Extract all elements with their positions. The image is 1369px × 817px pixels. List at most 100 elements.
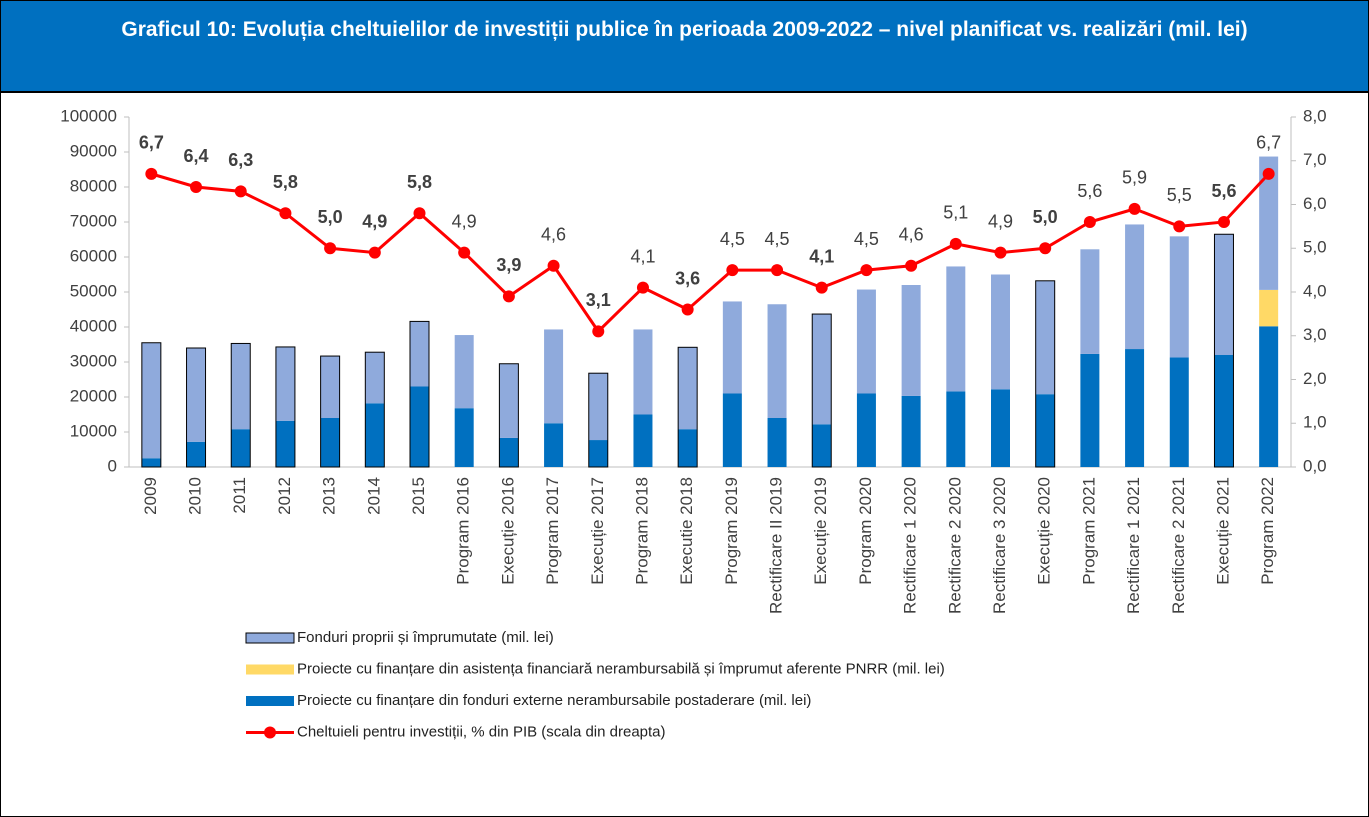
bar-segment (633, 414, 653, 467)
y-tick-label: 20000 (70, 386, 117, 405)
bar-segment (1125, 349, 1145, 467)
line-marker (681, 303, 694, 316)
x-tick-label: 2009 (141, 477, 160, 515)
legend-label: Fonduri proprii și împrumutate (mil. lei… (297, 629, 554, 646)
line-marker (1128, 202, 1141, 215)
y-tick-label: 70000 (70, 211, 117, 230)
bar-segment (1080, 249, 1100, 354)
bar-segment (454, 335, 474, 409)
bar-segment (1125, 224, 1145, 350)
value-label: 5,6 (1077, 181, 1102, 201)
x-tick-label: Program 2018 (632, 477, 651, 585)
legend-swatch (246, 696, 294, 706)
bar-segment (141, 342, 161, 459)
bar-segment (231, 343, 251, 430)
x-tick-label: Execuție 2017 (588, 477, 607, 585)
bar-segment (856, 289, 876, 394)
bar-segment (1259, 326, 1279, 467)
y2-tick-label: 4,0 (1303, 281, 1327, 300)
x-tick-label: Program 2021 (1079, 477, 1098, 585)
bar-segment (544, 423, 564, 467)
line-marker (145, 167, 158, 180)
bar-segment (275, 420, 295, 467)
line-marker (1262, 167, 1275, 180)
bar-segment (991, 389, 1010, 467)
value-label: 4,1 (630, 246, 655, 266)
bar-outline (498, 363, 519, 468)
x-tick-label: Execuție 2021 (1213, 477, 1232, 585)
line-marker (502, 290, 515, 303)
line-marker (234, 185, 247, 198)
bar-segment (1035, 394, 1055, 467)
y2-tick-label: 7,0 (1303, 150, 1327, 169)
bar-outline (230, 342, 251, 468)
value-label: 6,4 (184, 146, 209, 166)
legend-swatch (246, 664, 294, 675)
value-label: 5,0 (318, 207, 343, 227)
bar-segment (946, 391, 966, 467)
value-label: 5,1 (943, 203, 968, 223)
bar-segment (1169, 357, 1189, 467)
line-marker (726, 264, 739, 277)
line-marker (1173, 220, 1186, 233)
line-marker (949, 237, 962, 250)
line-marker (368, 246, 381, 259)
y2-tick-label: 3,0 (1303, 325, 1327, 344)
chart-title: Graficul 10: Evoluția cheltuielilor de i… (1, 1, 1368, 93)
y-tick-label: 50000 (70, 281, 117, 300)
x-tick-label: Rectificare 3 2020 (990, 477, 1009, 614)
bar-outline (811, 313, 832, 468)
bar-segment (812, 314, 832, 425)
bar-segment (499, 437, 519, 467)
bar-segment (141, 458, 161, 467)
x-tick-label: Program 2020 (856, 477, 875, 585)
bar-outline (364, 351, 385, 468)
value-label: 4,5 (765, 229, 790, 249)
bar-segment (633, 329, 653, 415)
y2-tick-label: 1,0 (1303, 413, 1327, 432)
bar-segment (588, 440, 608, 467)
x-tick-label: Execuție 2020 (1035, 477, 1054, 585)
bar-segment (722, 301, 742, 394)
line-marker (413, 207, 426, 220)
legend-swatch (245, 632, 295, 644)
x-tick-label: Executie 2018 (677, 477, 696, 585)
y2-tick-label: 0,0 (1303, 456, 1327, 475)
line-marker (592, 325, 605, 338)
x-tick-label: Rectificare 2 2021 (1169, 477, 1188, 614)
bar-segment (901, 395, 921, 467)
x-tick-label: Rectificare 2 2020 (945, 477, 964, 614)
bar-segment (1214, 355, 1234, 467)
line-marker (190, 181, 203, 193)
x-tick-label: 2015 (409, 477, 428, 515)
bar-outline (141, 342, 162, 468)
value-label: 4,9 (362, 211, 387, 231)
bar-segment (186, 348, 206, 442)
bar-segment (856, 393, 876, 467)
value-label: 6,3 (228, 150, 253, 170)
bar-outline (677, 346, 698, 468)
y2-tick-label: 6,0 (1303, 194, 1327, 213)
value-label: 5,6 (1211, 181, 1236, 201)
bar-segment (410, 386, 429, 467)
bar-segment (722, 393, 742, 467)
x-tick-label: Execuție 2019 (811, 477, 830, 585)
line-marker (860, 264, 873, 277)
bar-outline (588, 372, 609, 468)
value-label: 4,5 (720, 229, 745, 249)
y2-tick-label: 8,0 (1303, 106, 1327, 125)
y-tick-label: 90000 (70, 141, 117, 160)
value-label: 5,8 (407, 172, 432, 192)
x-tick-label: 2011 (230, 477, 249, 514)
x-tick-label: Program 2019 (722, 477, 741, 585)
line-marker (279, 207, 292, 220)
line-series (150, 172, 1270, 334)
bar-outline (1035, 280, 1056, 468)
value-label: 3,6 (675, 268, 700, 288)
x-tick-label: Program 2016 (454, 477, 473, 585)
line-marker (1039, 242, 1052, 255)
y-tick-label: 10000 (70, 421, 117, 440)
line-marker (815, 281, 828, 294)
bar-segment (588, 373, 608, 441)
